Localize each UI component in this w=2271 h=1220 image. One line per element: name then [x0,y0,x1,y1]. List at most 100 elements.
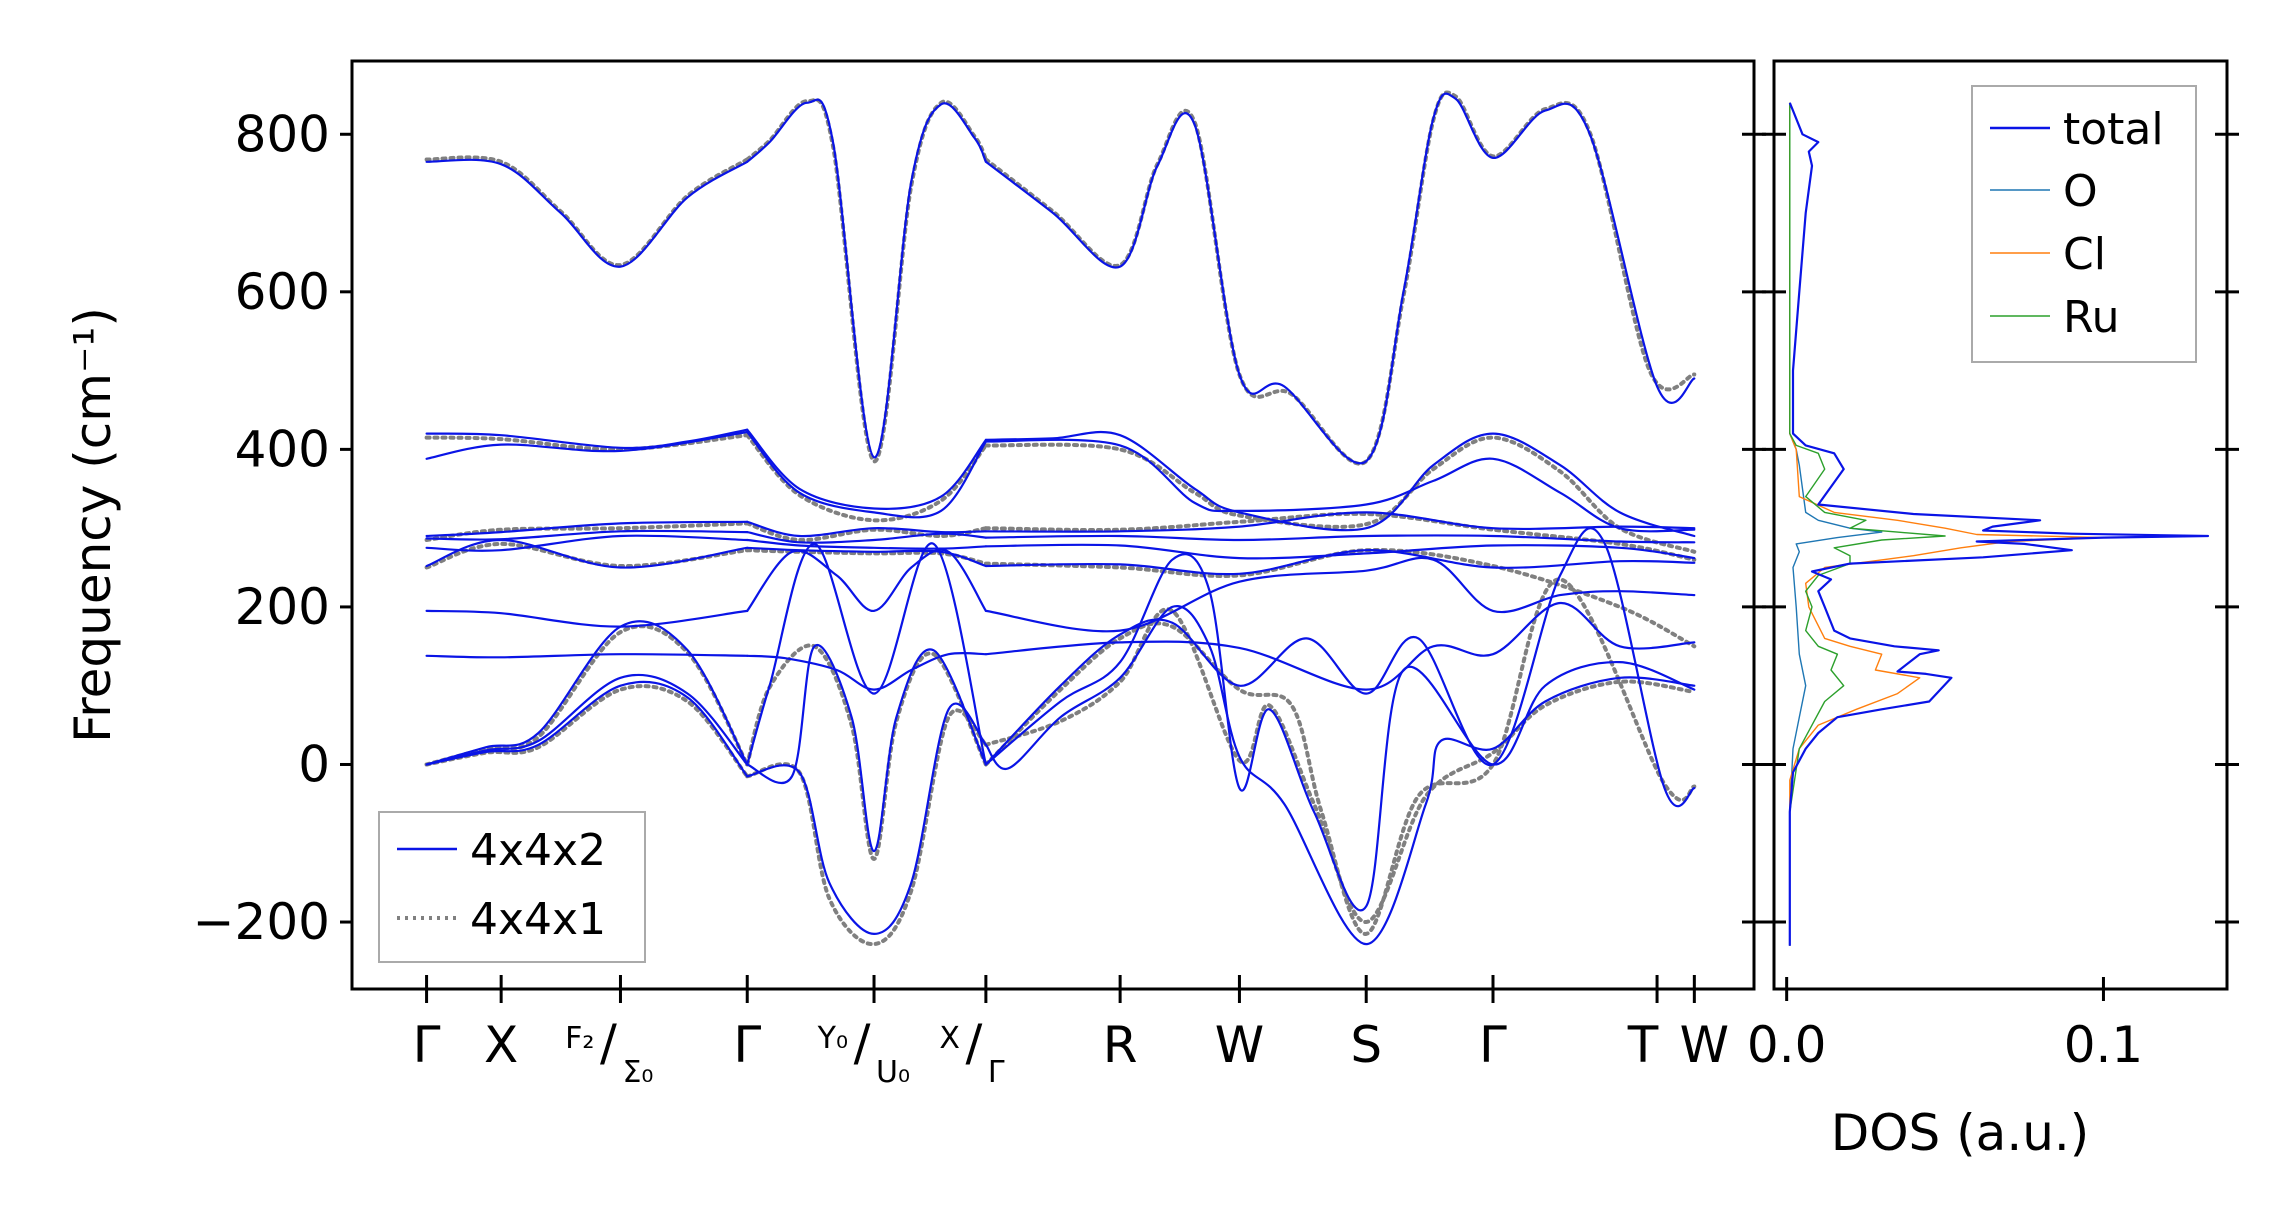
k-tick-label-10: T [1627,1016,1659,1074]
band-4x4x2-line-3-1 [746,520,987,538]
k-label-3: Γ [733,1016,761,1074]
band-4x4x2-line-3-2 [984,511,1696,533]
band-4x4x2-line-2-1 [746,430,987,519]
band-4x4x2-line-9-1 [746,542,987,766]
k-label-slash-5: / [965,1014,982,1072]
y-tick-label-600: 600 [235,263,330,321]
band-4x4x2-line-4-2 [984,534,1696,544]
k-tick-label-1: X [484,1016,518,1074]
dos-panel: 0.0 0.1 DOS (a.u.) total O Cl Ru [1747,59,2239,1162]
band-4x4x2-line-8-1 [746,651,987,691]
band-legend: 4x4x2 4x4x1 [378,811,646,963]
y-axis-label: Frequency (cm⁻¹) [64,307,122,743]
y-tick-label--200: −200 [193,893,330,951]
dos-line-ru [1789,102,1946,946]
band-4x4x2-line-4-1 [746,531,987,544]
dos-x-ticks: 0.0 0.1 [1747,977,2143,1074]
band-4x4x2-line-2-0 [425,430,749,460]
band-4x4x2-line-10-2 [984,553,1696,912]
band-4x4x2-line-5-0 [425,534,749,552]
k-tick-label-6: R [1103,1016,1138,1074]
dos-line-total [1788,102,2210,946]
k-tick-label-0: Γ [413,1016,441,1074]
band-4x4x1-line-16-1 [745,643,988,862]
k-tick-label-7: W [1215,1016,1264,1074]
dos-line-cl [1789,102,2105,946]
k-tick-label-3: Γ [733,1016,761,1074]
band-4x4x1-line-12-0 [424,155,750,268]
k-label-9: Γ [1479,1016,1507,1074]
band-4x4x1-line-14-2 [983,511,1697,562]
band-4x4x2-line-7-1 [746,548,987,612]
k-label-slash-4: / [854,1014,871,1072]
legend-o-label: O [2063,166,2098,217]
k-label-7: W [1215,1016,1264,1074]
dos-x-axis-label: DOS (a.u.) [1831,1104,2090,1162]
band-4x4x2-line-2-2 [984,438,1696,533]
dos-y-ticks [1762,132,2239,924]
band-4x4x2-line-6-0 [425,538,749,569]
k-label-10: T [1627,1016,1659,1074]
band-4x4x2-line-0-2 [984,92,1696,465]
y-tick-label-800: 800 [235,105,330,163]
band-4x4x2-line-4-0 [425,529,749,541]
k-label-slash-2: / [600,1014,617,1072]
band-4x4x2-line-7-0 [425,609,749,628]
k-tick-label-9: Γ [1479,1016,1507,1074]
band-4x4x2-line-10-0 [425,673,749,766]
band-4x4x2-line-0-0 [425,158,749,268]
band-legend-box [378,811,646,963]
band-4x4x2-line-9-2 [984,527,1696,808]
k-tick-label-2: F₂/Σ₀ [565,1014,653,1090]
band-4x4x2-line-0-1 [746,98,987,459]
k-tick-label-5: X/Γ [939,1014,1005,1090]
dos-legend: total O Cl Ru [1971,85,2197,363]
band-lines [424,90,1697,947]
y-tick-label-200: 200 [235,578,330,636]
band-4x4x2-line-5-1 [746,538,987,550]
band-4x4x1-line-12-1 [745,97,988,464]
band-4x4x2-line-6-2 [984,549,1696,576]
band-4x4x1-line-13-0 [424,433,750,452]
k-label-6: R [1103,1016,1138,1074]
dos-line-o [1789,102,1883,946]
band-4x4x2-line-1-1 [746,428,987,510]
k-label-bottom-5: Γ [988,1055,1005,1090]
band-4x4x2-line-1-2 [984,431,1696,538]
band-4x4x1-line-14-0 [424,521,750,542]
band-plot-frame [350,59,1756,991]
band-4x4x1-line-13-2 [983,435,1697,554]
band-4x4x1-line-15-0 [424,541,750,570]
k-tick-label-4: Y₀/U₀ [817,1014,910,1090]
band-4x4x2-line-5-2 [984,543,1696,560]
band-x-ticks: Γ X F₂/Σ₀ Γ Y₀/U₀X/Γ R W S Γ T W [413,975,1729,1090]
band-4x4x1-line-13-1 [745,433,988,523]
y-tick-label-0: 0 [298,735,330,793]
y-tick-label-400: 400 [235,420,330,478]
legend-ru-label: Ru [2063,292,2119,343]
legend-4x4x1-label: 4x4x1 [470,894,606,945]
k-label-11: W [1680,1016,1729,1074]
dos-x-tick-label-1: 0.1 [2064,1016,2144,1074]
band-4x4x2-line-8-0 [425,653,749,659]
band-4x4x1-line-16-0 [424,624,750,767]
k-label-0: Γ [413,1016,441,1074]
dos-plot-frame [1772,59,2229,991]
k-label-bottom-2: Σ₀ [622,1055,653,1090]
k-label-top-2: F₂ [565,1021,594,1056]
band-4x4x2-line-11-1 [746,702,987,936]
k-label-top-4: Y₀ [817,1021,848,1056]
k-label-1: X [484,1016,518,1074]
legend-cl-label: Cl [2063,229,2106,280]
band-4x4x2-line-11-2 [984,604,1696,946]
band-4x4x2-line-10-1 [746,643,987,853]
band-4x4x2-line-6-1 [746,546,987,568]
band-4x4x2-line-8-2 [984,601,1696,691]
k-label-bottom-4: U₀ [876,1055,910,1090]
legend-total-label: total [2063,104,2164,155]
legend-4x4x2-label: 4x4x2 [470,825,606,876]
k-tick-label-8: S [1350,1016,1382,1074]
k-label-8: S [1350,1016,1382,1074]
